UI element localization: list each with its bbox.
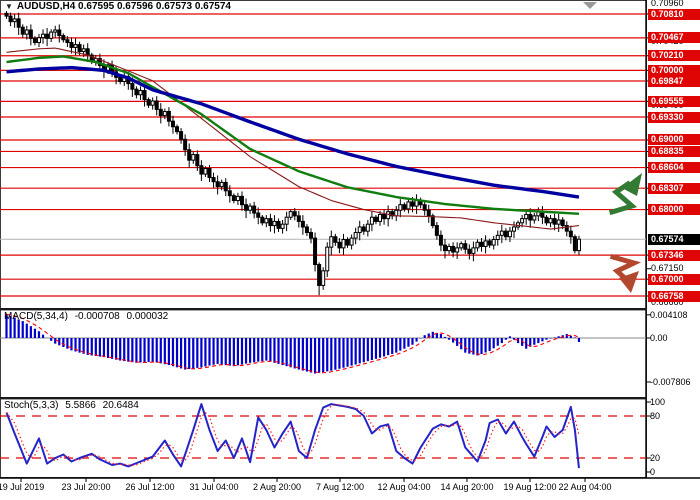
chart-title-bar: ▼ AUDUSD,H4 0.67595 0.67596 0.67573 0.67… [5,1,231,12]
time-axis-label: 19 Jul 2019 [0,482,45,492]
chevron-down-icon[interactable]: ▼ [5,2,13,11]
current-price-label: 0.67574 [648,233,700,245]
level-price-label: 0.70810 [648,8,700,20]
level-price-label: 0.69555 [648,95,700,107]
stoch-indicator-label: Stoch(5,3,3) 5.5866 20.6484 [4,400,139,411]
stoch-scale-label: 100 [650,397,666,407]
macd-indicator-label: MACD(5,34,4) -0.000708 0.000032 [4,311,168,322]
level-price-label: 0.69330 [648,111,700,123]
ma-line-medium-ma-green [6,55,580,215]
time-axis-label: 19 Aug 12:00 [503,482,557,492]
macd-histogram [5,314,581,374]
pane-separator-stoch[interactable] [0,397,647,400]
trend-up-arrowhead-icon [622,173,642,196]
macd-value: -0.000708 [74,311,120,322]
macd-signal-line [6,313,580,374]
level-price-label: 0.67000 [648,273,700,285]
stoch-k-line [5,403,580,469]
time-axis-label: 31 Jul 04:00 [189,482,239,492]
level-price-label: 0.68307 [648,182,700,194]
pane-separator-macd[interactable] [0,308,647,311]
stoch-d-line [6,404,580,466]
time-axis-label: 14 Aug 20:00 [440,482,494,492]
symbol-ohlc-title: AUDUSD,H4 0.67595 0.67596 0.67573 0.6757… [16,1,231,12]
price-scale-tick: 0.66660 [651,297,684,308]
candlestick-series [4,11,581,296]
level-price-label: 0.68835 [648,145,700,157]
macd-name: MACD(5,34,4) [4,311,68,322]
level-price-label: 0.69847 [648,75,700,87]
stoch-d-value: 20.6484 [102,400,139,411]
level-price-label: 0.68000 [648,204,700,216]
macd-scale-label: -0.007806 [650,377,691,387]
level-price-label: 0.67346 [648,249,700,261]
time-axis-label: 2 Aug 20:00 [252,482,302,492]
level-price-label: 0.68604 [648,162,700,174]
stoch-scale-label: 20 [650,453,661,463]
price-scale-tick: 0.67150 [651,263,684,274]
trend-down-arrow-icon[interactable] [609,253,642,284]
macd-scale-label: 0.004108 [650,309,688,320]
macd-scale-label: 0.00 [650,333,668,343]
stoch-k-value: 5.5866 [65,400,96,411]
time-axis-label: 22 Aug 04:00 [558,482,612,492]
time-axis-label: 23 Jul 20:00 [61,482,111,492]
level-price-label: 0.70000 [648,64,700,76]
time-axis-label: 12 Aug 04:00 [377,482,431,492]
level-price-label: 0.66758 [648,290,700,302]
stoch-scale-label: 0 [650,467,656,477]
ma-line-fast-ma-maroon [6,47,580,230]
stoch-scale-label: 80 [650,411,661,421]
time-axis-label: 7 Aug 12:00 [315,482,365,492]
level-price-label: 0.70467 [648,32,700,44]
level-price-label: 0.69000 [648,134,700,146]
level-price-label: 0.70210 [648,50,700,62]
stoch-name: Stoch(5,3,3) [4,400,59,411]
price-scale-tick: 0.70960 [651,0,684,9]
macd-signal-value: 0.000032 [126,311,169,322]
shift-marker-icon[interactable] [583,2,597,9]
trend-down-arrowhead-icon [619,271,639,293]
ma-line-slow-ma-blue [6,65,580,199]
time-axis-label: 26 Jul 12:00 [125,482,175,492]
